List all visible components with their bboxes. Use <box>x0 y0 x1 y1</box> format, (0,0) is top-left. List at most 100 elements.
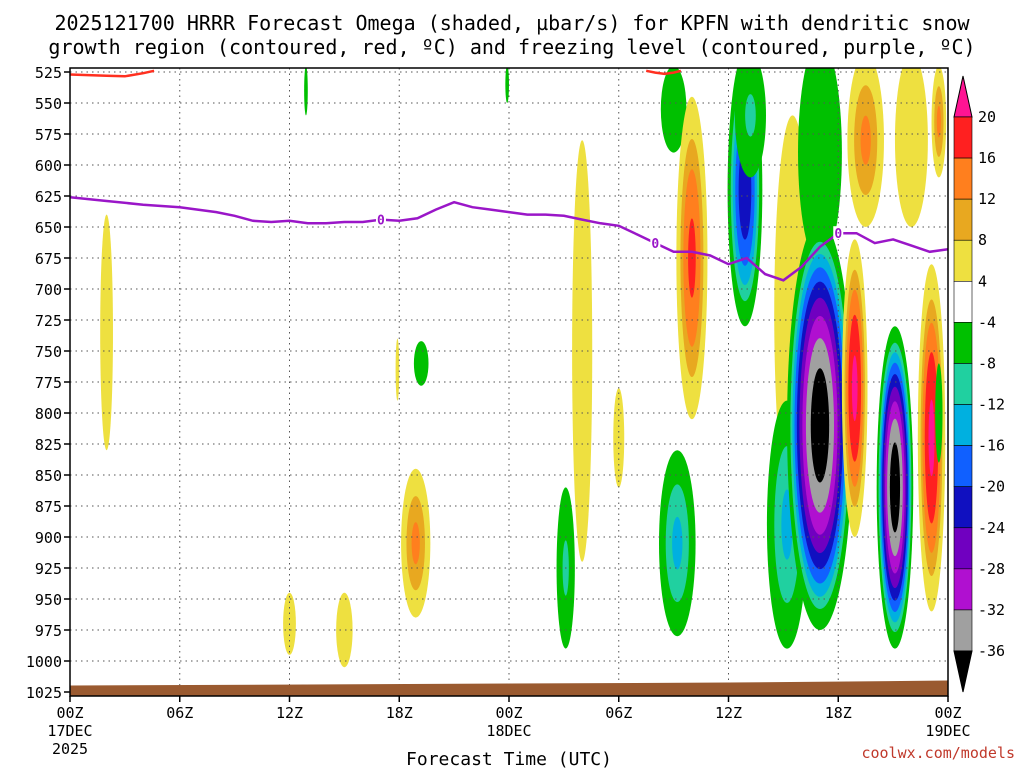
ytick-label-675: 675 <box>35 250 62 268</box>
xtick-date-0: 17DEC <box>47 722 92 740</box>
omega-cell-19-band-9 <box>810 368 830 483</box>
colorbar-label-3: 8 <box>978 231 987 249</box>
colorbar-label-6: -8 <box>978 354 996 372</box>
fz-label-bg-2 <box>833 226 844 240</box>
colorbar-label-0: 20 <box>978 108 996 126</box>
ytick-label-1000: 1000 <box>26 653 62 671</box>
colorbar-label-10: -24 <box>978 519 1005 537</box>
omega-cell-26-band-1 <box>935 363 943 463</box>
colorbar: 20 16 12 8 4 -4 -8 -12 -16 -20 -24 -28 -32 -36 <box>953 75 1005 693</box>
fz-label-bg-1 <box>650 236 661 250</box>
omega-cell-22-band-9 <box>889 442 901 533</box>
colorbar-label-7: -12 <box>978 396 1005 414</box>
ytick-label-625: 625 <box>35 188 62 206</box>
omega-cell-24-band-5 <box>928 399 935 477</box>
omega-shading <box>100 68 947 668</box>
freezing-level-labels: 0 0 0 <box>375 212 844 252</box>
colorbar-label-5: -4 <box>978 313 996 331</box>
ytick-label-825: 825 <box>35 436 62 454</box>
dgz-contour-red-2 <box>645 69 682 76</box>
xtick-year-0: 2025 <box>52 740 88 758</box>
ytick-label-975: 975 <box>35 622 62 640</box>
omega-cell-0-band-1 <box>100 214 113 451</box>
xtick-label-6: 12Z <box>715 704 742 722</box>
colorbar-label-4: 4 <box>978 272 987 290</box>
colorbar-box-5 <box>953 322 973 364</box>
xtick-label-8: 00Z <box>934 704 961 722</box>
freezing-level-contour <box>70 195 948 282</box>
terrain-ground <box>70 680 948 696</box>
omega-cell-7-band-1 <box>505 68 509 103</box>
colorbar-label-12: -32 <box>978 601 1005 619</box>
y-axis-pressure-ticks: 525 550 575 600 625 650 675 700 725 750 775 800 825 8… <box>26 64 70 702</box>
xtick-label-4: 00Z <box>495 704 522 722</box>
ytick-label-875: 875 <box>35 498 62 516</box>
ytick-label-550: 550 <box>35 95 62 113</box>
ytick-label-600: 600 <box>35 157 62 175</box>
plot-area: 0 0 0 <box>70 68 948 696</box>
omega-cell-15-band-2 <box>745 94 756 137</box>
xtick-date-4: 18DEC <box>486 722 531 740</box>
colorbar-box-0 <box>953 116 973 159</box>
xtick-label-5: 06Z <box>605 704 632 722</box>
omega-cell-6-band-1 <box>304 68 308 116</box>
ytick-label-950: 950 <box>35 591 62 609</box>
omega-cell-4-band-1 <box>395 338 400 401</box>
xtick-date-8: 19DEC <box>925 722 970 740</box>
ytick-label-525: 525 <box>35 64 62 82</box>
xtick-label-1: 06Z <box>166 704 193 722</box>
colorbar-box-4 <box>953 281 973 323</box>
colorbar-box-8 <box>953 445 973 487</box>
ytick-label-850: 850 <box>35 467 62 485</box>
fz-label-0: 0 <box>377 214 385 229</box>
colorbar-box-11 <box>953 568 973 611</box>
colorbar-box-1 <box>953 157 973 200</box>
ytick-label-575: 575 <box>35 126 62 144</box>
xtick-label-2: 12Z <box>276 704 303 722</box>
ytick-label-725: 725 <box>35 312 62 330</box>
fz-label-bg-0 <box>375 212 386 226</box>
ytick-label-800: 800 <box>35 405 62 423</box>
omega-cell-11-band-3 <box>672 516 683 570</box>
colorbar-label-9: -20 <box>978 478 1005 496</box>
colorbar-box-3 <box>953 239 973 282</box>
ytick-label-700: 700 <box>35 281 62 299</box>
colorbar-label-1: 16 <box>978 149 996 167</box>
colorbar-box-10 <box>953 527 973 570</box>
colorbar-label-2: 12 <box>978 190 996 208</box>
omega-cell-23-band-1 <box>894 68 928 227</box>
chart-title-line1: 2025121700 HRRR Forecast Omega (shaded, … <box>54 11 970 35</box>
omega-cell-12-band-1 <box>660 68 687 153</box>
colorbar-top-tip <box>953 75 973 118</box>
omega-cell-2-band-1 <box>336 592 353 668</box>
colorbar-box-12 <box>953 609 973 652</box>
colorbar-box-9 <box>953 486 973 529</box>
ytick-label-1025: 1025 <box>26 684 62 702</box>
fz-label-1: 0 <box>651 237 659 252</box>
x-axis-label: Forecast Time (UTC) <box>406 749 612 768</box>
colorbar-label-8: -16 <box>978 437 1005 455</box>
omega-cell-5-band-1 <box>413 341 429 386</box>
colorbar-label-11: -28 <box>978 560 1005 578</box>
ytick-label-900: 900 <box>35 529 62 547</box>
omega-cell-18-band-1 <box>798 68 842 265</box>
ytick-label-775: 775 <box>35 374 62 392</box>
colorbar-label-13: -36 <box>978 642 1005 660</box>
omega-cell-25-band-3 <box>936 105 941 138</box>
colorbar-box-2 <box>953 198 973 241</box>
xtick-label-3: 18Z <box>386 704 413 722</box>
colorbar-box-7 <box>953 404 973 446</box>
dgz-contour-red <box>70 69 155 78</box>
grid-lines <box>70 68 948 696</box>
colorbar-box-6 <box>953 363 973 405</box>
ytick-label-750: 750 <box>35 343 62 361</box>
omega-cell-3-band-3 <box>411 522 420 565</box>
xtick-label-7: 18Z <box>825 704 852 722</box>
xtick-label-0: 00Z <box>56 704 83 722</box>
omega-cell-20-band-5 <box>851 355 858 422</box>
fz-label-2: 0 <box>834 227 842 242</box>
chart-title-line2: growth region (contoured, red, ºC) and f… <box>48 35 975 59</box>
ytick-label-650: 650 <box>35 219 62 237</box>
